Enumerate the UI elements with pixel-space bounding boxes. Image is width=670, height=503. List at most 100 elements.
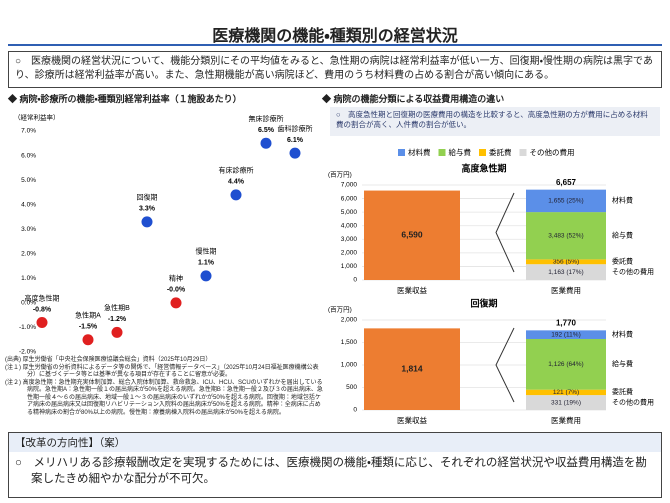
segment-name: 材料費 — [612, 330, 633, 339]
y-tick-label: 6.0% — [21, 152, 36, 159]
y-tick-label: 2,000 — [341, 317, 358, 324]
x-tick-label: 医業収益 — [397, 415, 427, 425]
y-tick-label: 7.0% — [21, 128, 36, 135]
legend-label: その他の費用 — [530, 147, 575, 157]
notes: (出典) 厚生労働省「中央社会保険医療協議会総会」資料（2025年10月29日）… — [5, 357, 323, 417]
y-axis-label: (百万円) — [328, 171, 352, 179]
point — [82, 334, 94, 346]
bar-segment — [526, 212, 606, 260]
point-label: 精神 — [169, 274, 183, 283]
value-label: 1.1% — [198, 260, 215, 267]
y-tick-label: 3.0% — [21, 226, 36, 233]
chart-title: 回復期 — [470, 297, 497, 308]
value-label: 4.4% — [228, 179, 245, 186]
bar-label: 1,814 — [401, 363, 423, 373]
point — [289, 147, 301, 159]
segment-label: 121 (7%) — [553, 389, 579, 396]
page-title: 医療機関の機能・種類別の経営状況 — [212, 28, 458, 45]
point — [260, 137, 272, 149]
reform-text: ○ メリハリある診療報酬改定を実現するためには、医療機関の機能・種類に応じ、それ… — [15, 457, 647, 486]
point-label: 無床診療所 — [249, 114, 284, 123]
y-axis-label: （経常利益率） — [14, 113, 60, 122]
y-tick-label: 0 — [353, 407, 357, 414]
segment-label: 1,655 (25%) — [548, 198, 583, 205]
y-tick-label: 500 — [346, 384, 357, 391]
bar — [364, 190, 460, 280]
point-label: 回復期 — [137, 193, 158, 202]
y-tick-label: 1,000 — [341, 263, 358, 270]
point — [200, 270, 212, 282]
y-axis-label: (百万円) — [328, 306, 352, 314]
point-label: 急性期A — [75, 311, 101, 320]
left-heading: ◆ 病院・診療所の機能・種類別経常利益率（１施設あたり） — [8, 94, 242, 104]
y-tick-label: -2.0% — [19, 349, 36, 356]
x-tick-label: 医業費用 — [551, 285, 581, 295]
bar-segment — [526, 389, 606, 396]
legend-label: 材料費 — [408, 147, 431, 157]
bracket — [495, 192, 515, 273]
y-tick-label: 1,000 — [341, 362, 358, 369]
segment-name: その他の費用 — [612, 397, 654, 406]
bar — [364, 328, 460, 410]
value-label: -0.8% — [33, 306, 52, 313]
total-label: 6,657 — [556, 178, 577, 187]
value-label: -0.0% — [167, 287, 186, 294]
bar-segment — [526, 395, 606, 410]
segment-label: 1,163 (17%) — [548, 269, 583, 276]
bar-segment — [526, 264, 606, 280]
segment-name: 給与費 — [612, 231, 633, 240]
y-tick-label: 0.0% — [21, 300, 36, 307]
segment-label: 192 (11%) — [551, 331, 581, 338]
point-label: 高度急性期 — [25, 293, 60, 302]
note: (注２) 高度急性期：急性期充実体制加算、総合入院体制加算、救命救急、ICU、H… — [5, 379, 323, 416]
bracket — [495, 327, 515, 403]
total-label: 1,770 — [556, 318, 577, 327]
y-tick-label: 4.0% — [21, 201, 36, 208]
bar-label: 6,590 — [401, 230, 423, 240]
segment-name: 委託費 — [612, 387, 633, 396]
y-tick-label: 0 — [353, 277, 357, 284]
reform-box: 【改革の方向性】（案） ○ メリハリある診療報酬改定を実現するためには、医療機関… — [8, 432, 662, 498]
segment-label: 356 (5%) — [553, 259, 579, 266]
legend-label: 委託費 — [489, 147, 512, 157]
legend-swatch — [519, 149, 527, 156]
point — [170, 297, 182, 309]
right-heading: ◆ 病院の機能分類による収益費用構造の違い — [322, 94, 505, 104]
segment-name: 材料費 — [612, 196, 633, 205]
y-tick-label: 6,000 — [341, 195, 358, 202]
y-tick-label: -1.0% — [19, 324, 36, 331]
segment-label: 3,483 (52%) — [548, 232, 583, 239]
right-note: ○ 高度急性期と回復期の医療費用の構造を比較すると、高度急性期の方が費用に占める… — [330, 107, 660, 136]
point — [141, 216, 153, 228]
note: (注１) 厚生労働省の分析資料によるデータ等の関係で、「経営情報データベース」（… — [5, 364, 319, 379]
bar-segment — [526, 259, 606, 265]
y-tick-label: 2.0% — [21, 250, 36, 257]
y-tick-label: 1.0% — [21, 275, 36, 282]
segment-label: 331 (19%) — [551, 399, 581, 406]
y-tick-label: 1,500 — [341, 339, 358, 346]
point-label: 歯科診療所 — [278, 124, 313, 133]
x-tick-label: 医業費用 — [551, 415, 581, 425]
title-rule — [8, 44, 662, 46]
y-tick-label: 4,000 — [341, 222, 358, 229]
y-tick-label: 5.0% — [21, 177, 36, 184]
segment-label: 1,126 (64%) — [548, 361, 583, 368]
y-tick-label: 3,000 — [341, 236, 358, 243]
legend-swatch — [479, 149, 486, 156]
legend-swatch — [438, 149, 446, 156]
y-tick-label: 7,000 — [341, 182, 358, 189]
point-label: 有床診療所 — [219, 166, 254, 175]
segment-name: 委託費 — [612, 257, 633, 266]
point-label: 急性期B — [104, 303, 130, 312]
legend-label: 給与費 — [449, 147, 472, 157]
point-label: 慢性期 — [196, 247, 217, 256]
y-tick-label: 2,000 — [341, 250, 358, 257]
value-label: -1.5% — [79, 324, 98, 331]
segment-name: その他の費用 — [612, 267, 654, 276]
legend-swatch — [398, 149, 405, 156]
x-tick-label: 医業収益 — [397, 285, 427, 295]
reform-heading: 【改革の方向性】（案） — [9, 433, 661, 452]
